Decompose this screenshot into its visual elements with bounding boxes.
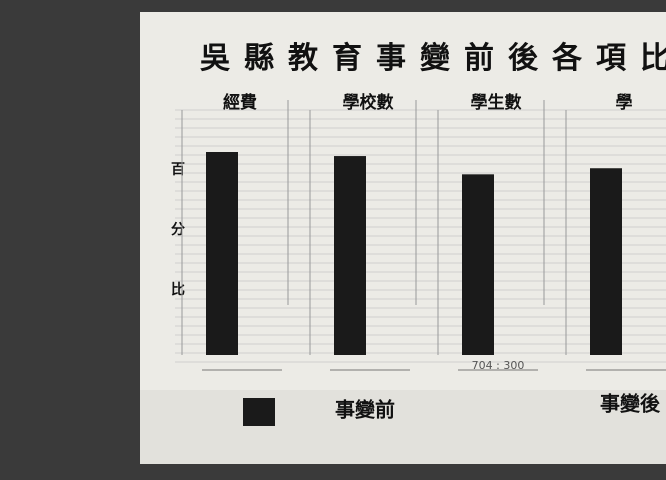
y-axis-label: 百 [171, 162, 185, 178]
x-tick-label: 學校數 [343, 92, 394, 113]
bar [462, 174, 494, 355]
y-axis-label: 比 [171, 281, 185, 298]
bar [334, 156, 366, 355]
horizontal-lines [175, 109, 666, 363]
x-tick-label: 經費 [223, 92, 257, 113]
legend-label: 事變後 [600, 392, 661, 416]
board-footer [140, 390, 666, 464]
x-tick-label: 學 [616, 93, 633, 113]
chart-title: 吳縣教育事變前後各項比 [200, 41, 666, 76]
ratio-label: 704 : 300 [472, 359, 525, 372]
legend-label: 事變前 [335, 398, 395, 422]
legend-swatch [243, 398, 275, 426]
bar [206, 152, 238, 355]
y-axis-label: 分 [171, 222, 185, 238]
bar [590, 168, 622, 355]
x-tick-label: 學生數 [471, 92, 522, 113]
